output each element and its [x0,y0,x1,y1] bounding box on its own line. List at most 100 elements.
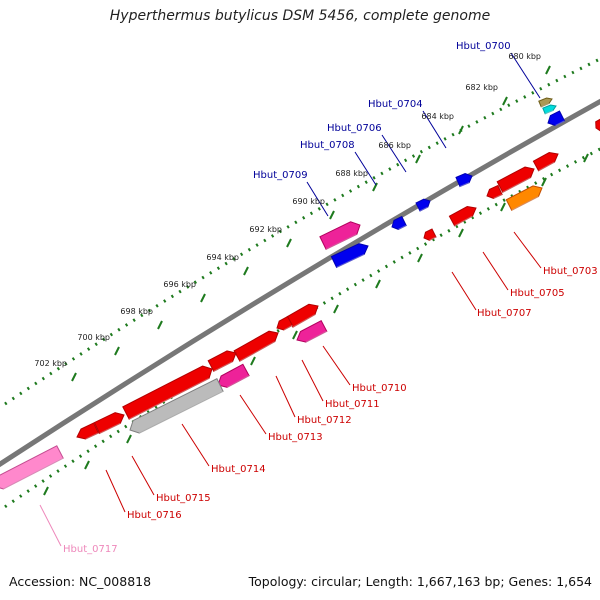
gene-feature-hbut-0705 [496,166,535,193]
gene-feature-hbut-0707b-body [423,228,437,241]
gene-feature-hbut-0713c-highlight [226,375,250,388]
inner-tick-mark [250,356,256,366]
gene-label-reverse: Hbut_0710 [352,383,407,394]
gene-feature-hbut-0715b-highlight [99,422,121,434]
gene-feature-hbut-0709b [330,243,369,269]
gene-feature-hbut-0702-body [547,110,566,127]
gene-feature-hbut-0705c [505,185,543,211]
gene-feature-hbut-0705c-highlight [511,195,539,211]
gene-feature-hbut-0713-body [233,330,279,362]
gene-label-reverse: Hbut_0716 [127,510,182,521]
gene-label-reverse: Hbut_0703 [543,266,598,277]
outer-tick-mark [545,65,551,75]
gene-feature-hbut-0707b-highlight [429,236,437,241]
accession-text: Accession: NC_008818 [9,574,152,589]
gene-feature-hbut-0707 [448,205,477,227]
outer-tick-mark [71,372,77,382]
gene-feature-hbut-0716-body [76,422,100,440]
leader-line [306,181,329,217]
tick-label: 690 kbp [292,197,325,206]
inner-tick-mark [375,279,381,289]
outer-tick-mark [243,266,249,276]
gene-feature-hbut-0702-highlight [555,120,565,127]
gene-feature-hbut-0711 [296,320,328,343]
outer-tick-mark [372,182,378,192]
tick-label: 682 kbp [465,83,498,92]
tick-label: 694 kbp [206,253,239,262]
gene-feature-hbut-0708-highlight [398,224,407,230]
tick-label: 686 kbp [378,141,411,150]
gene-label-reverse: Hbut_0707 [477,308,532,319]
gene-feature-hbut-0713b-body [207,350,237,372]
outer-tick-mark [286,238,292,248]
gene-feature-hbut-0707b [423,228,437,241]
leader-line [301,359,324,402]
gene-feature-hbut-0711-body [296,320,328,343]
inner-tick-mark [43,486,49,496]
outer-tick-mark [502,96,508,106]
gene-feature-hbut-0712-body [276,315,294,331]
gene-feature-hbut-0703a [595,118,600,132]
gene-feature-hbut-0713 [233,330,279,362]
gene-feature-hbut-0701-body [542,104,557,115]
leader-line [510,52,541,99]
inner-tick-mark [417,253,423,263]
gene-feature-hbut-0701 [542,104,557,115]
gene-feature-hbut-0707-highlight [454,215,473,227]
gene-feature-hbut-0715-body [129,378,224,434]
gene-feature-hbut-0714-body [122,365,213,420]
gene-label-reverse: Hbut_0712 [297,415,352,426]
inner-tick-mark [333,304,339,314]
leader-line [381,134,407,173]
gene-feature-hbut-0705b-highlight [493,193,503,199]
gene-label-forward: Hbut_0706 [327,123,382,134]
leader-line [513,231,542,269]
gene-feature-hbut-0713b-highlight [213,361,233,372]
tick-label: 702 kbp [34,359,67,368]
gene-feature-hbut-0713c [217,363,250,388]
gene-label-reverse: Hbut_0715 [156,493,211,504]
leader-line [422,110,447,149]
gene-label-forward: Hbut_0709 [253,170,308,181]
tick-label: 684 kbp [421,112,454,121]
gene-label-reverse: Hbut_0711 [325,399,380,410]
leader-line [451,271,477,311]
leader-line [275,375,296,418]
gene-feature-hbut-0703-highlight [538,161,555,172]
gene-feature-hbut-0708 [391,215,407,230]
tick-label: 696 kbp [163,280,196,289]
gene-feature-hbut-0714 [122,365,213,420]
gene-feature-hbut-0705c-body [505,185,543,211]
outer-dotted-track [0,57,600,410]
gene-feature-hbut-0704-body [455,172,473,188]
backbone-track [0,98,600,468]
tick-label: 700 kbp [77,333,110,342]
leader-line [131,455,155,496]
gene-label-reverse: Hbut_0714 [211,464,266,475]
gene-feature-hbut-0703-body [532,151,559,172]
outer-tick-mark [458,125,464,135]
gene-feature-hbut-0713c-body [217,363,250,388]
tick-label: 698 kbp [120,307,153,316]
gene-feature-hbut-0715 [129,378,224,434]
gene-feature-hbut-0707-body [448,205,477,227]
gene-feature-hbut-0705b [486,184,503,199]
gene-feature-hbut-0700 [538,97,553,108]
inner-tick-mark [583,153,589,163]
tick-label: 692 kbp [249,225,282,234]
inner-tick-mark [458,228,464,238]
inner-tick-mark [500,202,506,212]
inner-tick-mark [292,330,298,340]
gene-feature-hbut-0705b-body [486,184,503,199]
leader-line [322,345,351,386]
inner-tick-mark [126,434,132,444]
gene-feature-hbut-0704 [455,172,473,188]
leader-line [354,151,377,186]
gene-feature-hbut-0701-highlight [544,109,554,115]
leader-line [105,469,126,513]
gene-feature-hbut-0715-highlight [139,390,224,434]
outer-tick-mark [329,210,335,220]
gene-feature-hbut-0717-highlight [3,457,64,490]
leader-line [181,423,210,467]
gene-feature-hbut-0711-highlight [305,330,328,343]
